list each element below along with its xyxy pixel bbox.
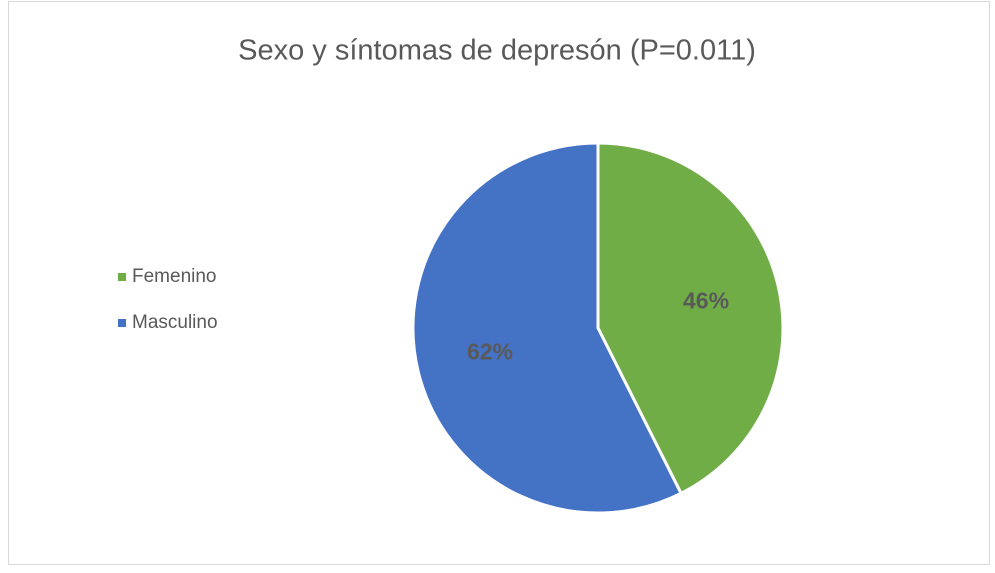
legend-marker (118, 319, 126, 327)
legend-label: Masculino (132, 312, 218, 333)
pie-slice (596, 141, 785, 496)
legend-marker (118, 273, 126, 281)
data-label: 46% (683, 287, 729, 313)
pie-slice (411, 141, 684, 515)
chart-title: Sexo y síntomas de depresón (P=0.011) (238, 35, 756, 67)
data-label: 62% (467, 339, 513, 365)
legend-label: Femenino (132, 266, 217, 287)
